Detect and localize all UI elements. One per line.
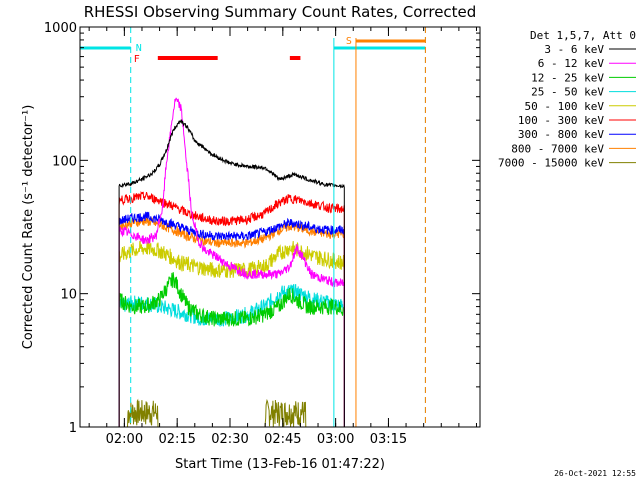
y-tick-label: 1000: [44, 21, 77, 36]
series-line-12-25kev: [118, 272, 345, 428]
series-line-6-12kev: [118, 97, 345, 428]
legend-label: 7000 - 15000 keV: [498, 157, 604, 170]
x-tick-label: 03:00: [317, 432, 354, 447]
y-tick-label: 10: [60, 288, 77, 303]
legend-label: 25 - 50 keV: [531, 86, 604, 99]
series-line-50-100kev: [118, 240, 345, 428]
flare-flag-label: F: [134, 54, 140, 65]
legend-title: Det 1,5,7, Att 0: [530, 29, 636, 42]
x-tick-label: 02:15: [158, 432, 195, 447]
legend-label: 100 - 300 keV: [518, 114, 604, 127]
series-line-7000-15000kev: [119, 398, 345, 428]
y-axis-label: Corrected Count Rate (s⁻¹ detector⁻¹): [21, 105, 36, 350]
saa-flag-label: S: [346, 36, 352, 47]
legend-label: 6 - 12 keV: [538, 57, 605, 70]
legend-label: 50 - 100 keV: [525, 100, 605, 113]
chart-title: RHESSI Observing Summary Count Rates, Co…: [84, 3, 477, 21]
legend-label: 12 - 25 keV: [531, 71, 604, 84]
y-tick-label: 100: [52, 154, 77, 169]
plot-frame: [79, 26, 481, 428]
timestamp: 26-Oct-2021 12:55: [554, 469, 636, 478]
y-tick-label: 1: [69, 421, 77, 436]
x-tick-label: 02:45: [264, 432, 301, 447]
legend-label: 300 - 800 keV: [518, 128, 604, 141]
series-line-100-300kev: [118, 190, 345, 428]
x-tick-label: 02:00: [106, 432, 143, 447]
legend-label: 800 - 7000 keV: [511, 142, 604, 155]
x-tick-label: 02:30: [211, 432, 248, 447]
x-tick-label: 03:15: [370, 432, 407, 447]
series-line-300-800kev: [118, 211, 345, 428]
night-flag-label: N: [136, 43, 142, 54]
x-axis-label: Start Time (13-Feb-16 01:47:22): [175, 457, 385, 472]
legend-label: 3 - 6 keV: [544, 43, 604, 56]
series-line-3-6kev: [118, 119, 345, 428]
